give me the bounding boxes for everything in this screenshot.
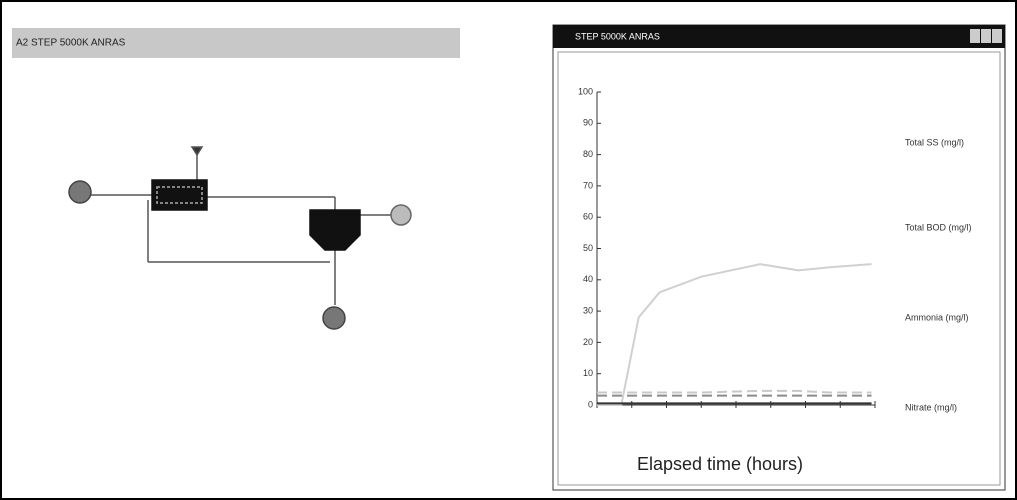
minimize-button[interactable]: [970, 29, 980, 43]
panel-title-bar: [12, 28, 460, 58]
y-tick-label: 20: [583, 337, 593, 347]
window-title: STEP 5000K ANRAS: [575, 31, 660, 41]
y-tick-label: 90: [583, 118, 593, 128]
bioreactor: [151, 179, 208, 211]
y-tick-label: 60: [583, 212, 593, 222]
y-tick-label: 80: [583, 149, 593, 159]
y-tick-label: 10: [583, 368, 593, 378]
maximize-button[interactable]: [981, 29, 991, 43]
y-tick-label: 70: [583, 180, 593, 190]
close-button[interactable]: [992, 29, 1002, 43]
clarifier: [309, 209, 361, 251]
flowsheet: [68, 146, 412, 330]
series-label: Total BOD (mg/l): [905, 222, 972, 232]
panel-title: A2 STEP 5000K ANRAS: [16, 38, 126, 49]
window-title-bar: [553, 25, 1005, 48]
series-label: Ammonia (mg/l): [905, 312, 969, 322]
series-line: [597, 389, 872, 394]
plot: 0 10 20 30 40 50 60 70 80 90 100 Total SS (mg/l) Tot…: [578, 86, 972, 412]
sludge-node: [322, 306, 346, 330]
effluent-node: [390, 204, 412, 226]
y-tick-label: 100: [578, 86, 593, 96]
y-tick-label: 40: [583, 274, 593, 284]
air-inlet: [190, 146, 204, 157]
series-label: Total SS (mg/l): [905, 137, 964, 147]
influent-node: [68, 180, 92, 204]
series-line: [597, 263, 872, 406]
y-tick-label: 30: [583, 305, 593, 315]
bioreactor-detail: [156, 186, 203, 204]
chart-area: [557, 51, 1001, 486]
x-axis-label: Elapsed time (hours): [637, 454, 803, 474]
y-tick-label: 50: [583, 243, 593, 253]
y-tick-label: 0: [588, 399, 593, 409]
series-label: Nitrate (mg/l): [905, 402, 957, 412]
